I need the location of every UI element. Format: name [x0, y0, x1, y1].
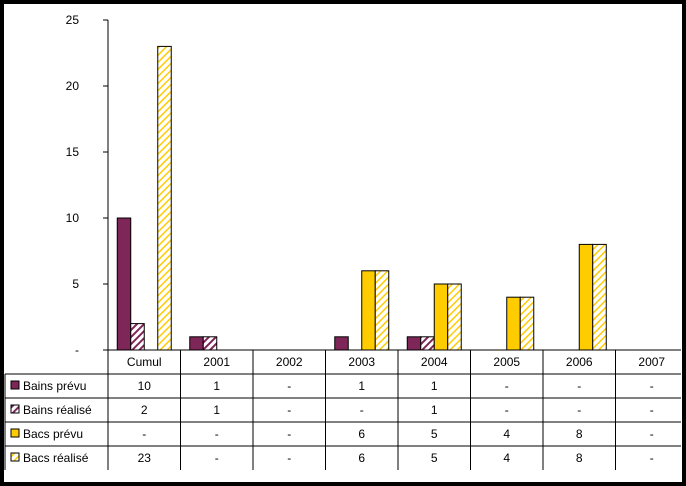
bar-bains-pr-vu-2003: [334, 336, 349, 351]
bar-bains-r-alis--2001: [202, 336, 218, 351]
chart-frame: [3, 3, 683, 483]
legend-swatch: [10, 404, 20, 414]
x-tick-label: 2003: [348, 355, 375, 369]
legend-swatch: [10, 380, 20, 390]
table-cell-value: -: [650, 451, 654, 465]
table-cell-value: 1: [213, 403, 220, 417]
table-cell-value: -: [215, 451, 219, 465]
legend-label: Bains prévu: [23, 379, 86, 393]
bar-bacs-pr-vu-2004: [433, 283, 449, 351]
y-tick-label: 20: [66, 79, 80, 93]
table-cell-value: 5: [431, 427, 438, 441]
table-cell-value: -: [650, 379, 654, 393]
table-cell-value: -: [287, 427, 291, 441]
legend-label: Bains réalisé: [23, 403, 92, 417]
y-tick-label: -: [75, 343, 79, 357]
x-tick-label: 2004: [421, 355, 448, 369]
x-tick-label: 2006: [566, 355, 593, 369]
table-cell-value: -: [360, 403, 364, 417]
data-table: Cumul 2001 2002 2003 2004 2005 2006 2007 Bains p…: [4, 349, 681, 470]
legend-label: Bacs prévu: [23, 427, 83, 441]
table-cell-value: 10: [138, 379, 152, 393]
y-tick-label: 5: [72, 277, 79, 291]
bar-bacs-r-alis--cumul: [157, 45, 172, 351]
bar-bacs-r-alis--2003: [374, 270, 390, 351]
table-cell-value: 1: [431, 403, 438, 417]
table-cell-value: 8: [576, 427, 583, 441]
table-cell-value: -: [505, 403, 509, 417]
table-cell-value: 6: [358, 427, 365, 441]
bar-bacs-pr-vu-2006: [578, 243, 594, 351]
bar-bains-r-alis--2004: [420, 336, 435, 351]
x-tick-label: 2007: [638, 355, 665, 369]
table-cell-value: -: [650, 403, 654, 417]
table-cell-value: 1: [213, 379, 220, 393]
bar-bacs-r-alis--2005: [519, 296, 535, 351]
bar-bacs-r-alis--2006: [592, 243, 607, 351]
y-tick-label: 25: [66, 13, 80, 27]
table-cell-value: -: [287, 403, 291, 417]
table-cell-value: 5: [431, 451, 438, 465]
table-cell-value: -: [577, 403, 581, 417]
table-cell-value: 1: [431, 379, 438, 393]
table-cell-value: 6: [358, 451, 365, 465]
plot-area: - 5 10 15 20 25: [66, 13, 607, 357]
legend-swatch: [10, 452, 20, 462]
table-cell-value: -: [215, 427, 219, 441]
y-tick-label: 10: [66, 211, 80, 225]
table-cell-value: -: [505, 379, 509, 393]
bar-bacs-pr-vu-2003: [361, 270, 376, 351]
table-cell-value: -: [142, 427, 146, 441]
legend-label: Bacs réalisé: [23, 451, 89, 465]
y-tick-label: 15: [66, 145, 80, 159]
bar-bains-pr-vu-cumul: [116, 217, 132, 351]
x-tick-label: Cumul: [127, 355, 162, 369]
bar-bacs-r-alis--2004: [447, 283, 462, 351]
x-tick-label: 2005: [493, 355, 520, 369]
bar-bacs-pr-vu-2005: [506, 296, 521, 351]
table-cell-value: 23: [138, 451, 152, 465]
legend-swatch: [10, 428, 20, 438]
table-cell-value: 1: [358, 379, 365, 393]
bar-bains-pr-vu-2001: [189, 336, 204, 351]
table-cell-value: 8: [576, 451, 583, 465]
table-cell-value: -: [577, 379, 581, 393]
bar-bains-pr-vu-2004: [406, 336, 422, 351]
x-tick-label: 2002: [276, 355, 303, 369]
table-cell-value: -: [650, 427, 654, 441]
table-cell-value: 2: [141, 403, 148, 417]
x-tick-label: 2001: [203, 355, 230, 369]
table-cell-value: 4: [503, 451, 510, 465]
table-cell-value: 4: [503, 427, 510, 441]
table-cell-value: -: [287, 379, 291, 393]
table-cell-value: -: [287, 451, 291, 465]
bar-bains-r-alis--cumul: [130, 323, 145, 351]
